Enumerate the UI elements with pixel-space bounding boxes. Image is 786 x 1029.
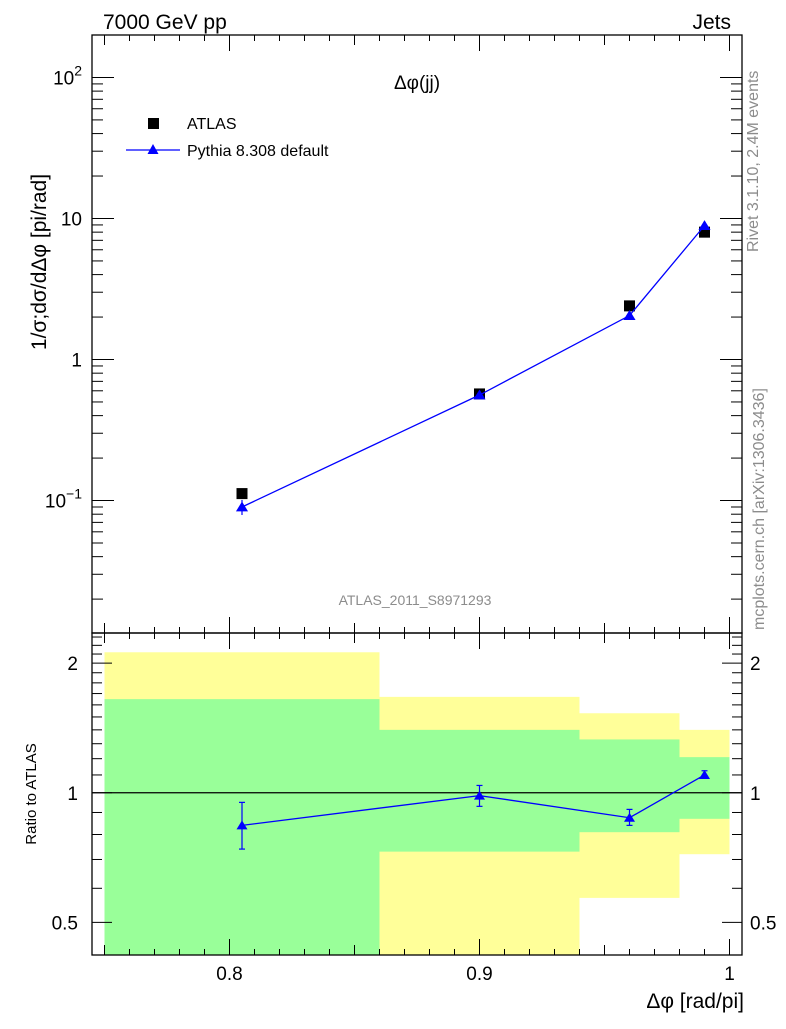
ratio-panel: 0.8 0.9 1 0.5 0.5 1 1 2 2 — [52, 632, 776, 985]
main-y-tick-label-2: 10 — [61, 209, 82, 230]
legend: ATLAS Pythia 8.308 default — [126, 116, 329, 160]
atlas-data-point-2 — [624, 300, 635, 312]
ratio-y-tick-label-left-0: 0.5 — [52, 913, 78, 934]
pythia-data-point-3 — [698, 220, 711, 231]
pythia-line — [241, 225, 705, 508]
main-panel: 10−1 1 10 102 — [45, 34, 743, 634]
pythia-data-point-0 — [235, 501, 249, 512]
atlas-data-point-0 — [236, 488, 248, 500]
header-process-label: Jets — [692, 11, 731, 34]
x-tick-label-1: 0.9 — [466, 964, 492, 985]
ratio-y-tick-label-left-2: 2 — [67, 654, 78, 675]
ratio-y-tick-label-left-1: 1 — [67, 784, 78, 805]
x-axis-label: Δφ [rad/pi] — [646, 990, 744, 1013]
ratio-data-point-0 — [236, 820, 248, 830]
ratio-data-point-2 — [624, 812, 635, 822]
ratio-data-point-1 — [474, 790, 485, 800]
main-y-tick-label-3: 102 — [53, 62, 82, 89]
ratio-y-tick-label-right-0: 0.5 — [750, 913, 776, 934]
main-y-axis-label: 1/σ;dσ/dΔφ [pi/rad] — [28, 174, 51, 350]
main-y-tick-label-0: 10−1 — [45, 486, 82, 513]
x-tick-label-2: 1 — [724, 964, 735, 985]
legend-atlas-marker — [148, 118, 159, 129]
pythia-data-point-1 — [473, 389, 486, 400]
ratio-pythia-line — [241, 774, 705, 827]
main-plot-title: Δφ(jj) — [394, 73, 440, 94]
x-tick-label-0: 0.8 — [216, 964, 242, 985]
rivet-version-label: Rivet 3.1.10, 2.4M events — [745, 71, 762, 252]
atlas-data-point-3 — [699, 226, 710, 238]
ratio-y-tick-label-right-2: 2 — [750, 654, 761, 675]
pythia-data-point-2 — [623, 310, 636, 320]
ratio-y-tick-label-right-1: 1 — [750, 784, 761, 805]
legend-pythia-label: Pythia 8.308 default — [187, 143, 329, 160]
ratio-data-point-3 — [699, 769, 710, 779]
ratio-y-axis-label: Ratio to ATLAS — [23, 743, 40, 844]
analysis-watermark: ATLAS_2011_S8971293 — [339, 592, 492, 608]
mcplots-label: mcplots.cern.ch [arXiv:1306.3436] — [751, 388, 768, 630]
legend-pythia-marker — [147, 144, 159, 154]
uncertainty-band-green-3 — [679, 757, 730, 819]
header-energy-label: 7000 GeV pp — [103, 11, 227, 34]
legend-atlas-label: ATLAS — [187, 116, 237, 133]
ratio-frame — [91, 632, 743, 956]
main-y-tick-label-1: 1 — [71, 351, 82, 372]
